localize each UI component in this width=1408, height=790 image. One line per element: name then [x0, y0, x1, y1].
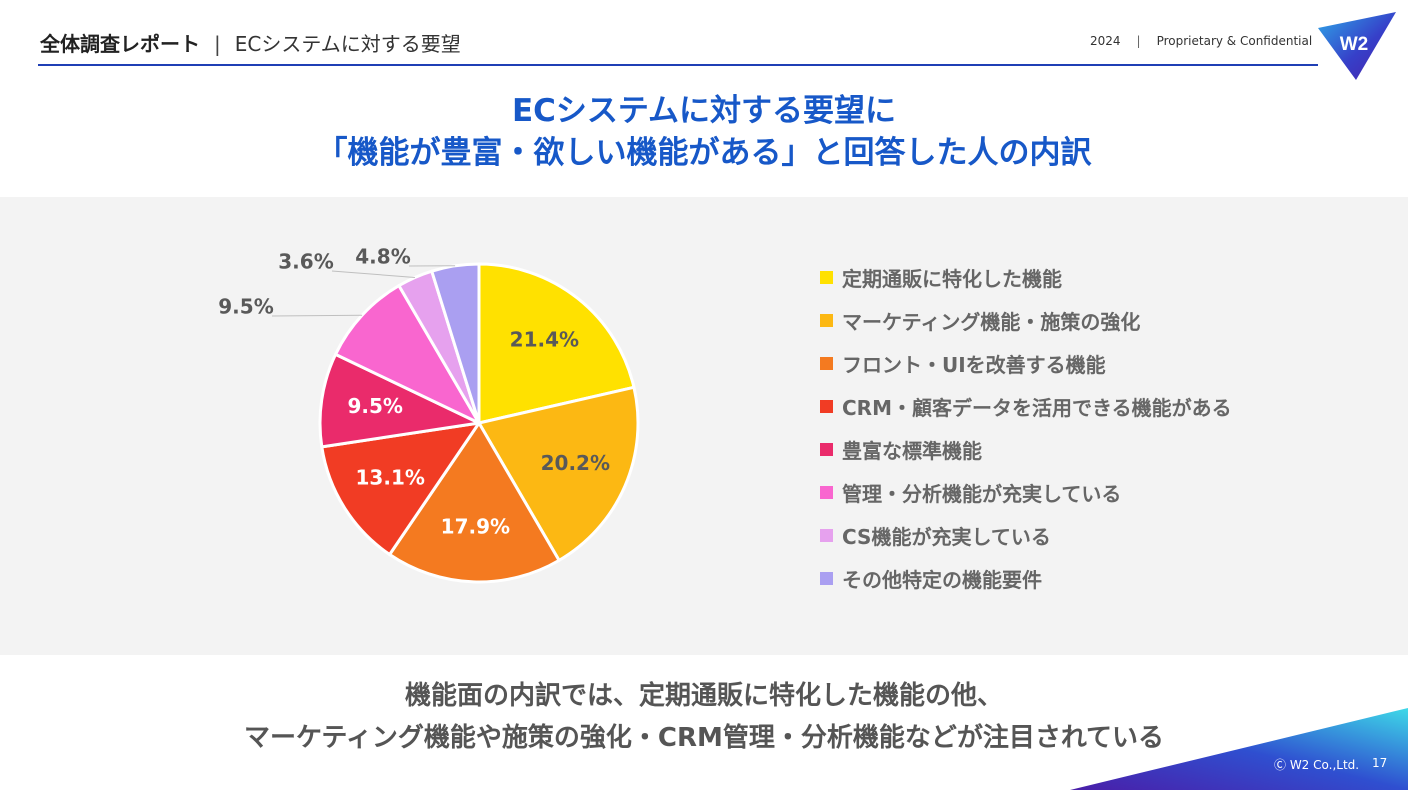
legend-swatch — [820, 486, 833, 499]
legend-item: 管理・分析機能が充実している — [820, 471, 1232, 514]
logo-text: W2 — [1340, 34, 1369, 55]
legend-item: 豊富な標準機能 — [820, 428, 1232, 471]
header-rule — [38, 64, 1318, 66]
pie-slice — [477, 262, 636, 425]
legend-label: マーケティング機能・施策の強化 — [842, 310, 1141, 334]
report-title: 全体調査レポート — [40, 32, 200, 56]
meta-separator: | — [1136, 34, 1141, 48]
slice-data-label: 20.2% — [541, 451, 610, 475]
footer-copyright: Ⓒ W2 Co.,Ltd. — [1274, 758, 1360, 772]
chart-panel — [0, 197, 1408, 655]
summary-text: 機能面の内訳では、定期通販に特化した機能の他、 マーケティング機能や施策の強化・… — [0, 675, 1408, 759]
report-subtitle: ECシステムに対する要望 — [234, 32, 461, 56]
leader-line — [331, 270, 415, 278]
slice-data-label: 9.5% — [218, 295, 273, 319]
legend-label: 管理・分析機能が充実している — [842, 482, 1122, 506]
slice-data-label: 4.8% — [355, 245, 410, 269]
legend-label: CS機能が充実している — [842, 525, 1051, 549]
main-title: ECシステムに対する要望に 「機能が豊富・欲しい機能がある」と回答した人の内訳 — [0, 90, 1408, 174]
report-year: 2024 — [1090, 34, 1121, 48]
pie-slice — [334, 284, 481, 425]
legend-swatch — [820, 314, 833, 327]
legend-label: フロント・UIを改善する機能 — [842, 353, 1106, 377]
slice-data-label: 13.1% — [356, 465, 425, 489]
pie-slice — [477, 385, 640, 562]
slice-data-label: 3.6% — [278, 250, 333, 274]
header-separator: | — [214, 32, 221, 56]
summary-line-1: 機能面の内訳では、定期通販に特化した機能の他、 — [404, 681, 1003, 711]
legend-label: 豊富な標準機能 — [842, 439, 982, 463]
legend-swatch — [820, 400, 833, 413]
main-title-line-2: 「機能が豊富・欲しい機能がある」と回答した人の内訳 — [316, 135, 1092, 171]
slice-data-label: 21.4% — [510, 327, 579, 351]
legend-label: CRM・顧客データを活用できる機能がある — [842, 396, 1232, 420]
main-title-line-1: ECシステムに対する要望に — [512, 93, 896, 129]
slice-data-label: 17.9% — [441, 514, 510, 538]
legend-label: 定期通販に特化した機能 — [842, 267, 1062, 291]
header-meta: 2024 | Proprietary & Confidential — [1090, 34, 1312, 48]
legend-swatch — [820, 572, 833, 585]
page-number: 17 — [1372, 756, 1388, 770]
legend-item: 定期通販に特化した機能 — [820, 256, 1232, 299]
leader-line — [271, 314, 363, 317]
legend-label: その他特定の機能要件 — [842, 568, 1042, 592]
pie-slice — [318, 352, 481, 449]
legend-item: フロント・UIを改善する機能 — [820, 342, 1232, 385]
w2-logo: W2 — [1318, 12, 1396, 80]
legend-item: CRM・顧客データを活用できる機能がある — [820, 385, 1232, 428]
report-header: 全体調査レポート | ECシステムに対する要望 — [40, 28, 461, 57]
confidential-label: Proprietary & Confidential — [1156, 34, 1313, 48]
legend-swatch — [820, 443, 833, 456]
chart-legend: 定期通販に特化した機能マーケティング機能・施策の強化 フロント・UIを改善する機能… — [820, 256, 1232, 600]
pie-slice — [388, 421, 561, 584]
legend-item: CS機能が充実している — [820, 514, 1232, 557]
slice-data-label: 9.5% — [347, 394, 402, 418]
pie-slice — [320, 421, 481, 557]
legend-item: その他特定の機能要件 — [820, 557, 1232, 600]
legend-swatch — [820, 529, 833, 542]
corner-decoration — [1070, 708, 1408, 790]
pie-slice — [430, 262, 481, 425]
legend-item: マーケティング機能・施策の強化 — [820, 299, 1232, 342]
legend-swatch — [820, 357, 833, 370]
logo-triangle — [1318, 12, 1396, 80]
legend-swatch — [820, 271, 833, 284]
corner-triangle — [1070, 708, 1408, 790]
summary-line-2: マーケティング機能や施策の強化・CRM管理・分析機能などが注目されている — [243, 723, 1165, 753]
